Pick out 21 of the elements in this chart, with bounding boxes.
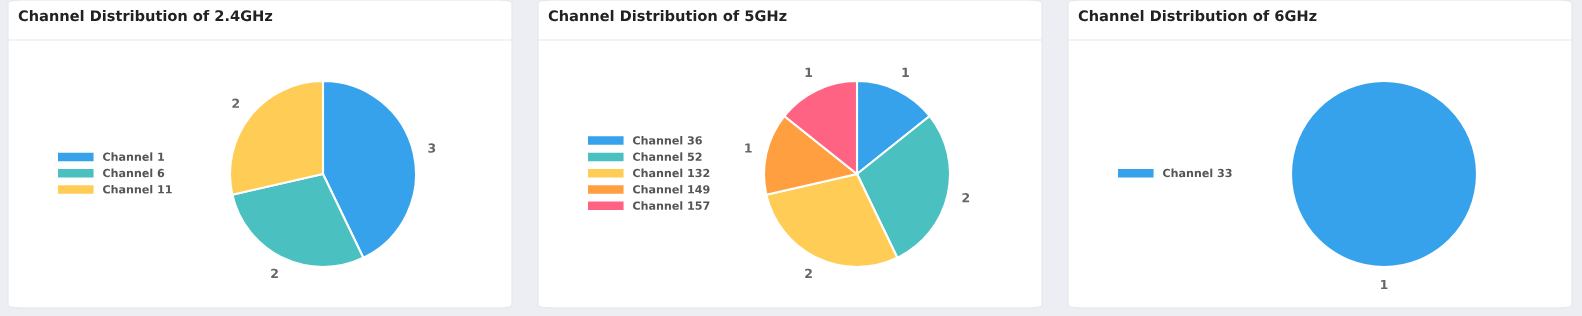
legend-label: Channel 33 xyxy=(1163,168,1232,178)
data-label: 3 xyxy=(428,143,436,153)
chart-title: Channel Distribution of 5GHz xyxy=(548,9,787,22)
legend-label: Channel 11 xyxy=(103,184,172,194)
data-label: 1 xyxy=(805,67,813,77)
chart-title: Channel Distribution of 2.4GHz xyxy=(18,9,273,22)
data-label: 1 xyxy=(902,67,909,77)
legend-label: Channel 6 xyxy=(103,168,165,178)
legend-label: Channel 52 xyxy=(633,152,702,161)
data-label: 2 xyxy=(232,98,240,108)
legend-label: Channel 36 xyxy=(633,136,702,145)
legend-label: Channel 132 xyxy=(633,168,710,178)
legend-label: Channel 149 xyxy=(633,184,710,194)
legend-label: Channel 157 xyxy=(633,201,710,210)
data-label: 2 xyxy=(271,268,278,278)
data-label: 2 xyxy=(962,193,970,203)
data-label: 2 xyxy=(805,268,812,278)
legend-label: Channel 1 xyxy=(103,152,165,161)
chart-title: Channel Distribution of 6GHz xyxy=(1078,9,1317,22)
data-label: 1 xyxy=(745,143,752,153)
data-label: 1 xyxy=(1381,279,1388,290)
